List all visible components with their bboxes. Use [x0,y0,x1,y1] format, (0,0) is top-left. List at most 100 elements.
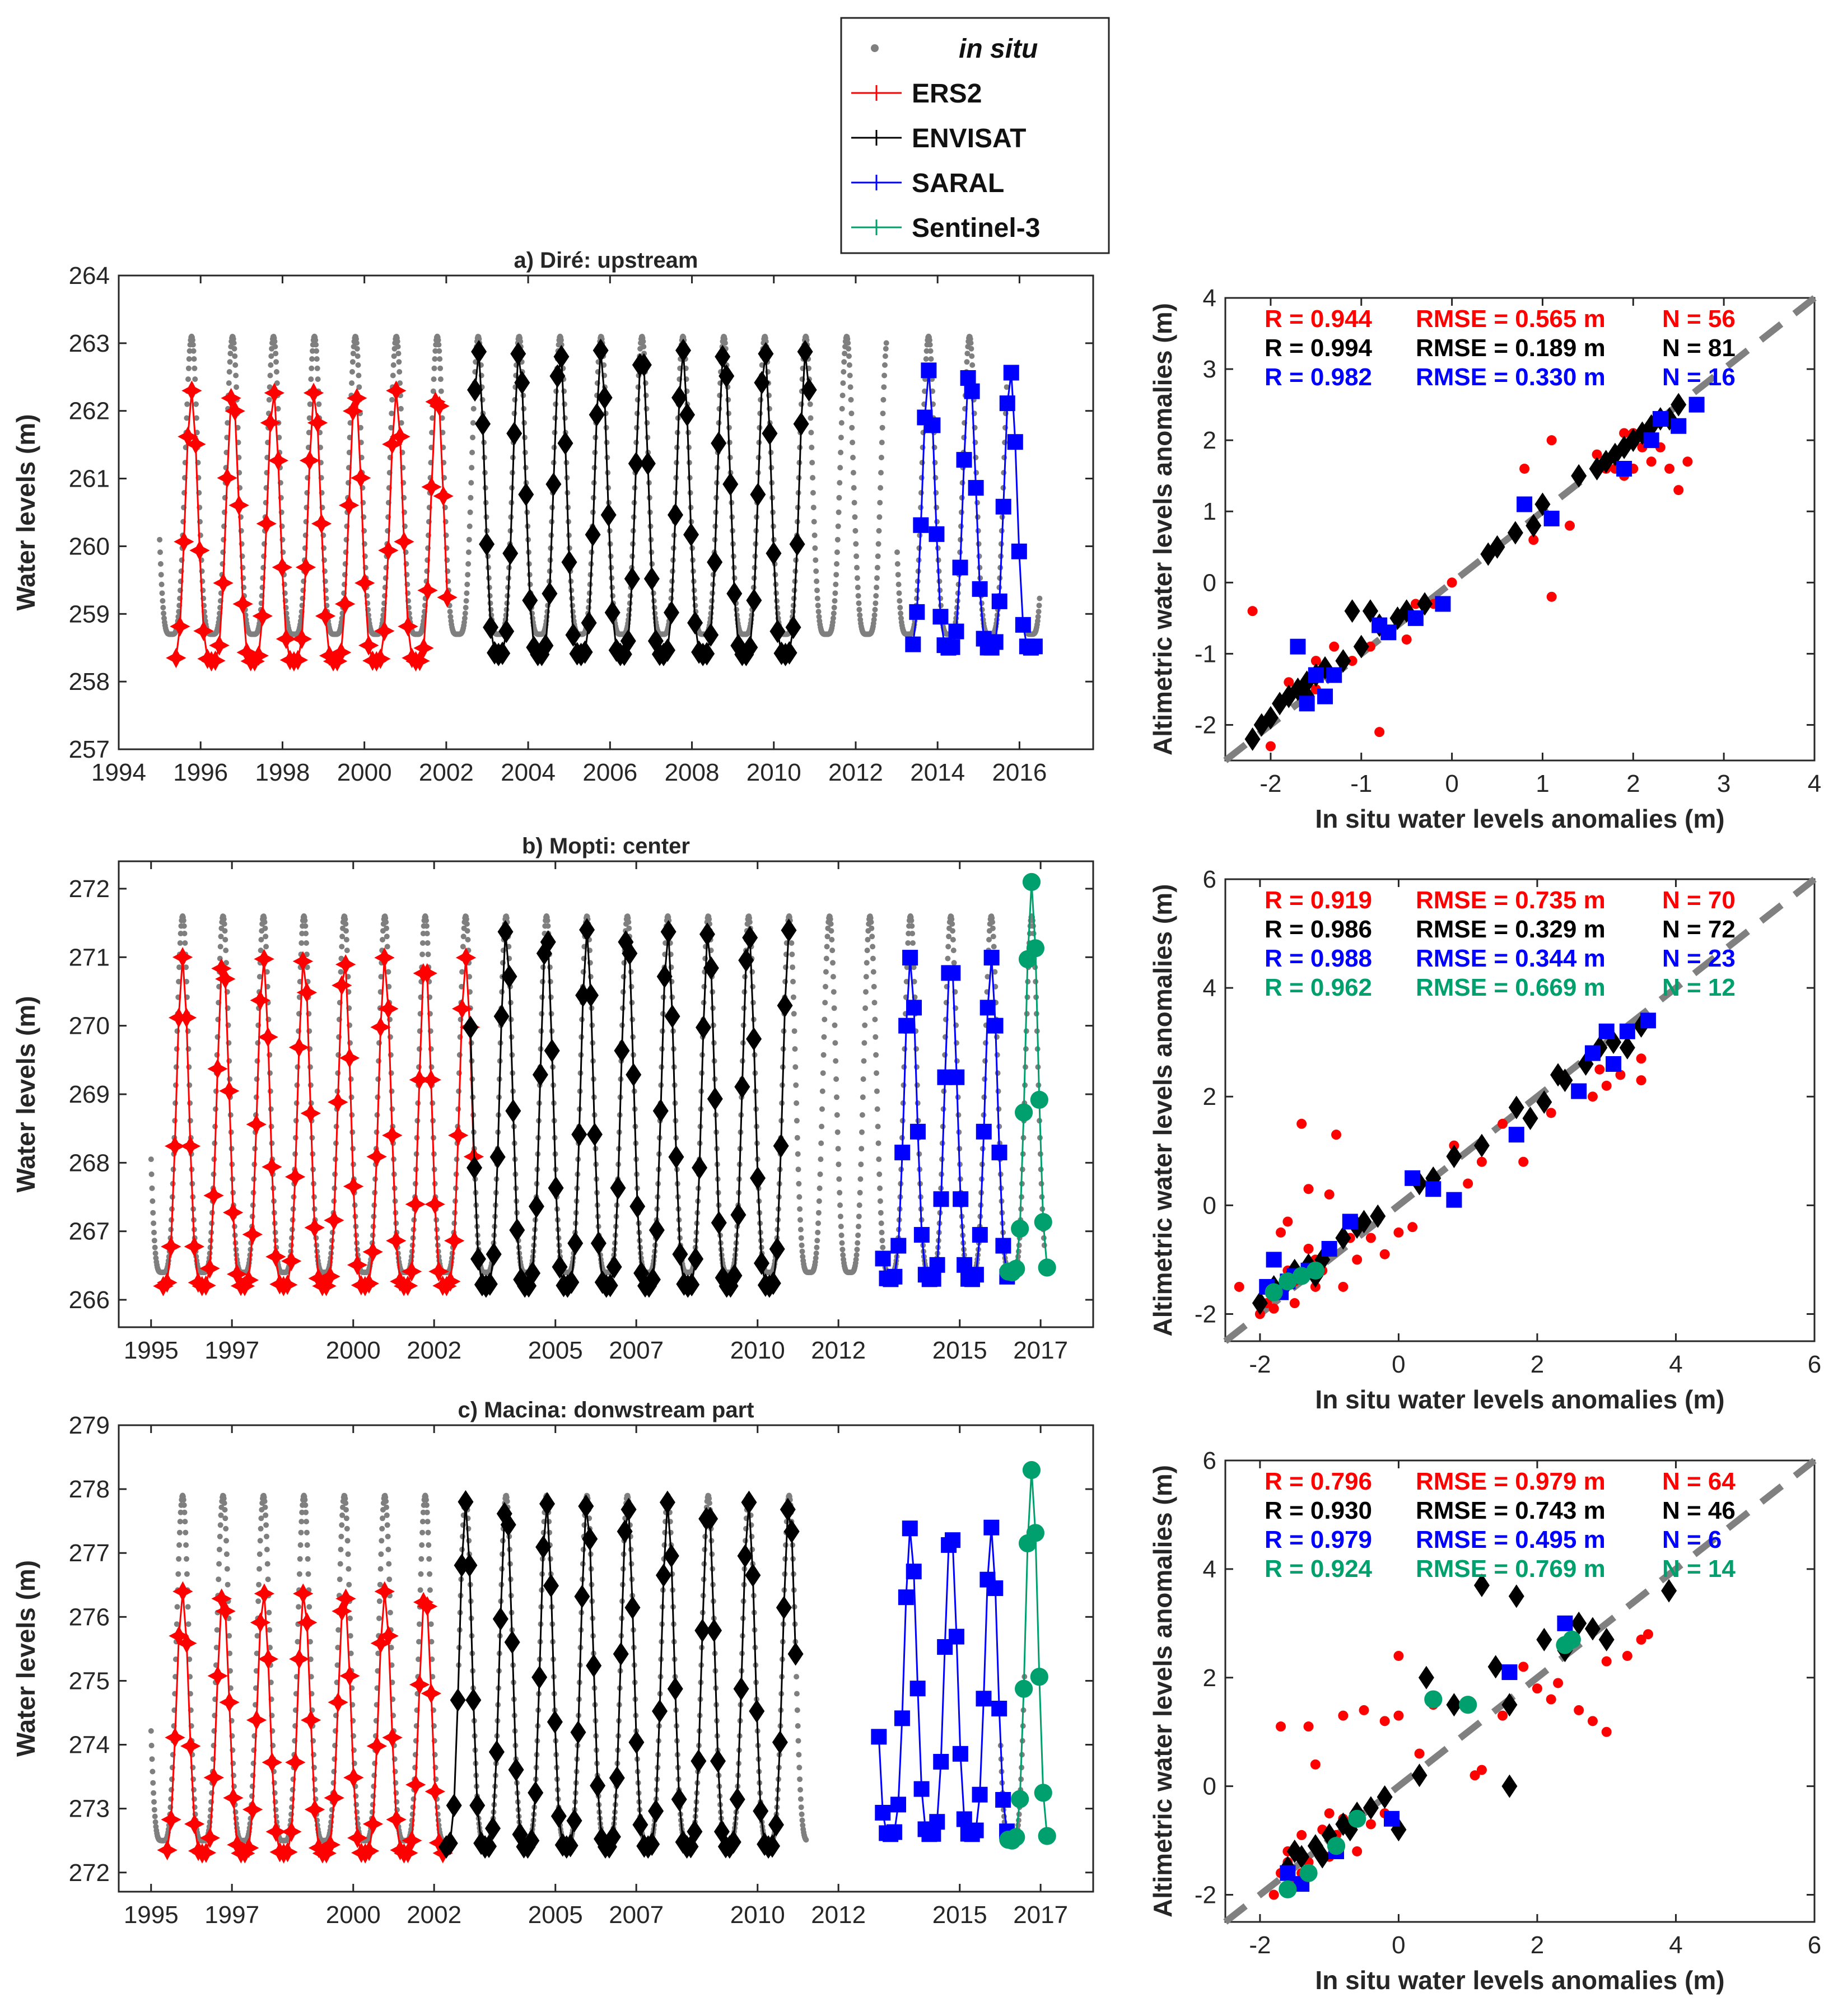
insitu-point [346,1566,352,1572]
stat-n-Sentinel-3: N = 12 [1662,974,1736,1001]
insitu-point [834,561,839,567]
insitu-point [626,919,632,925]
series-marker-ERS2 [300,1103,321,1124]
insitu-point [262,1498,268,1504]
scatter-point-ERS2 [1407,1222,1418,1233]
insitu-point [313,342,319,348]
insitu-point [342,916,348,922]
x-axis-label: In situ water levels anomalies (m) [1315,1385,1724,1414]
insitu-point [847,372,853,379]
scatter-point-SARAL [1508,1127,1524,1143]
scatter-point-ERS2 [1476,1156,1487,1167]
insitu-point [968,346,974,352]
x-tick-label: 2017 [1013,1901,1068,1929]
series-marker-ERS2 [343,1176,364,1197]
y-tick-label: 258 [69,668,110,696]
scatter-point-ERS2 [1352,1254,1363,1265]
insitu-point [872,606,878,613]
y-axis-label: Water levels (m) [11,996,40,1192]
series-marker-ENVISAT [789,532,805,556]
insitu-point [388,1070,394,1076]
insitu-point [883,346,889,352]
insitu-point [304,1529,310,1536]
insitu-point [224,1566,230,1572]
series-marker-ENVISAT [668,1145,684,1169]
series-marker-Sentinel-3 [1007,1259,1025,1278]
insitu-point [830,615,836,621]
scatter-point-ERS2 [1276,1227,1286,1238]
insitu-point [386,1576,393,1583]
series-marker-ERS2 [288,1037,310,1058]
insitu-point [180,1497,186,1503]
series-marker-ERS2 [268,450,289,471]
x-tick-label: 2015 [932,1337,987,1364]
insitu-point [391,353,397,359]
insitu-point [873,1034,879,1040]
insitu-point [338,1547,344,1552]
insitu-point [878,470,884,476]
insitu-point [344,1538,351,1544]
insitu-point [945,955,951,962]
insitu-point [795,1151,801,1157]
series-marker-ERS2 [303,382,324,403]
y-tick-label: 0 [1203,1192,1216,1219]
insitu-point [905,940,911,946]
insitu-point [468,494,474,501]
series-marker-SARAL [906,1000,922,1016]
insitu-point [432,348,438,354]
insitu-point [832,590,838,596]
series-marker-ENVISAT [548,1176,564,1200]
insitu-point [388,424,394,431]
series-marker-ERS2 [256,513,277,534]
series-marker-ENVISAT [707,550,723,574]
insitu-point [790,978,796,984]
insitu-point [792,1064,799,1070]
insitu-point [460,944,466,950]
insitu-point [346,1581,352,1588]
x-tick-label: 2012 [828,759,883,786]
series-marker-ERS2 [189,540,210,561]
insitu-point [822,1016,828,1023]
insitu-point [437,376,444,382]
insitu-point [469,465,475,471]
y-tick-label: 264 [69,262,110,290]
series-marker-ERS2 [262,1156,282,1177]
insitu-point [386,1561,392,1567]
insitu-point [356,372,362,379]
insitu-point [343,1500,349,1506]
insitu-point [792,1046,798,1052]
series-marker-SARAL [983,950,1000,966]
insitu-point [846,346,852,352]
insitu-point [227,359,233,365]
series-marker-ENVISAT [579,918,595,942]
series-marker-ENVISAT [746,1027,762,1051]
insitu-point [437,356,443,362]
insitu-point [856,1202,862,1208]
series-marker-SARAL [953,1191,969,1207]
insitu-point [969,353,975,359]
panel-c-timeseries: 1995 1997 2000 2002 2005 2007 2010 2012 2015 2017… [11,1398,1094,1929]
insitu-point [479,396,486,403]
insitu-point [796,1180,802,1187]
insitu-point [838,1232,845,1238]
insitu-point [828,921,834,927]
insitu-point [176,1542,182,1548]
insitu-point [181,923,187,929]
scatter-point-ERS2 [1331,1130,1342,1140]
insitu-point [376,1615,382,1621]
series-marker-ENVISAT [711,1211,727,1235]
series-marker-ERS2 [304,1217,325,1238]
series-marker-ENVISAT [626,1063,642,1087]
scatter-point-SARAL [1342,1214,1358,1230]
insitu-point [314,365,320,371]
y-tick-label: -1 [1195,640,1216,668]
series-marker-ENVISAT [643,567,660,591]
insitu-point [809,460,815,466]
series-marker-ERS2 [232,594,253,614]
y-tick-label: 3 [1203,356,1216,383]
series-marker-ERS2 [221,388,241,409]
insitu-point [314,356,320,362]
x-tick-label: -1 [1350,770,1372,797]
series-marker-ENVISAT [683,522,699,547]
